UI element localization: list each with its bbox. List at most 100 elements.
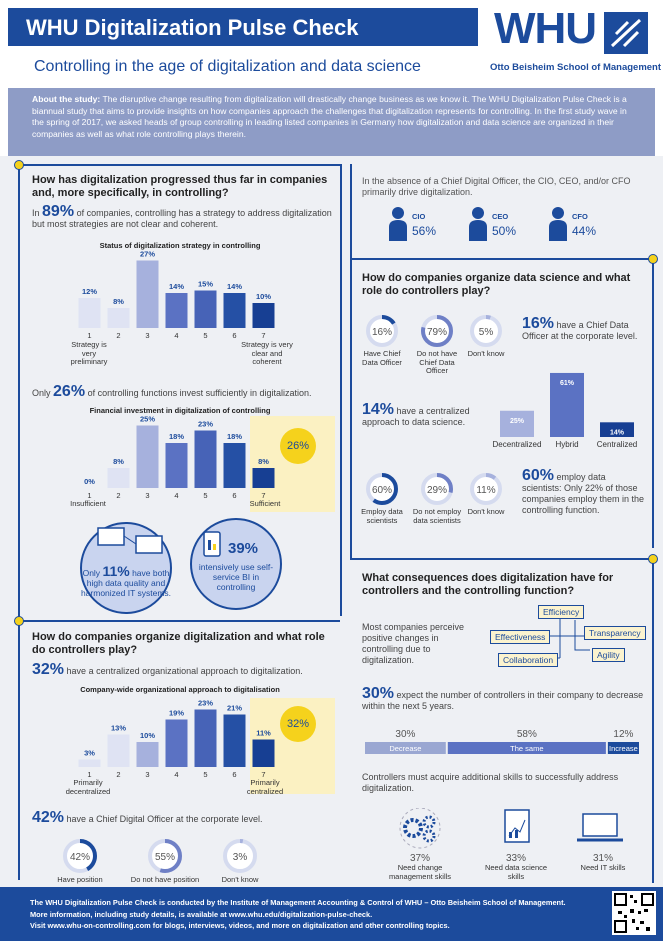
category-label: 4 — [174, 770, 178, 779]
bar — [108, 735, 130, 768]
bar — [137, 426, 159, 489]
circle-text: Only 11% have both high data quality and… — [80, 566, 172, 598]
skill-text: Need data science skills — [478, 864, 554, 881]
stat-prefix: In — [32, 208, 40, 218]
donuts: 60%29%11% — [362, 472, 512, 506]
bar — [224, 293, 246, 328]
bar — [137, 742, 159, 767]
chart-title: Company-wide organizational approach to … — [80, 685, 280, 694]
stat-value: 14% — [362, 401, 394, 418]
about-label: About the study: — [32, 94, 100, 104]
infographic: WHU Digitalization Pulse Check Controlli… — [0, 0, 663, 941]
person-head — [552, 207, 564, 219]
axis-note: Insufficient — [62, 500, 114, 509]
about-text: The disruptive change resulting from dig… — [32, 94, 627, 139]
title: WHU Digitalization Pulse Check — [26, 15, 359, 41]
category-label: 3 — [145, 331, 149, 340]
logo-icon — [604, 12, 648, 54]
value-label: 11% — [256, 729, 271, 738]
stat-value: 32% — [32, 661, 64, 678]
bar — [166, 443, 188, 488]
heading: How do companies organize digitalization… — [32, 631, 332, 657]
stat: 42% have a Chief Digital Officer at the … — [32, 812, 337, 825]
person-body — [469, 220, 487, 241]
tablet-icon — [202, 530, 224, 560]
value-label: 27% — [140, 250, 155, 259]
segment-label: 58% — [517, 729, 537, 740]
heading: How do companies organize data science a… — [362, 272, 644, 298]
category-label: 5 — [203, 491, 207, 500]
value-label: 10% — [140, 731, 155, 740]
category-label: 2 — [116, 491, 120, 500]
value-label: 8% — [113, 457, 124, 466]
donuts: 16%79%5% — [362, 314, 512, 348]
person-body — [549, 220, 567, 241]
tag: Transparency — [584, 626, 646, 640]
chart-title: Status of digitalization strategy in con… — [100, 241, 261, 250]
value-label: 15% — [198, 280, 213, 289]
category-label: 2 — [116, 770, 120, 779]
category-label: Centralized — [597, 440, 637, 449]
stat-value: 39% — [228, 540, 258, 557]
category-label: 4 — [174, 331, 178, 340]
category-label: 3 — [145, 491, 149, 500]
footer-line: More information, including study detail… — [30, 909, 600, 921]
value-label: 19% — [169, 709, 184, 718]
stat-text: expect the number of controllers in thei… — [362, 690, 643, 711]
bar-chart: Status of digitalization strategy in con… — [70, 240, 290, 340]
school: Otto Beisheim School of Management — [490, 62, 661, 73]
tag: Collaboration — [498, 653, 558, 667]
donut-caption: Do not have Chief Data Officer — [410, 350, 464, 376]
category-label: 3 — [145, 770, 149, 779]
segment-label: 30% — [395, 729, 415, 740]
donut-caption: Don't know — [200, 876, 280, 885]
footer-line: Visit www.whu-on-controlling.com for blo… — [30, 920, 600, 932]
donut-caption: Do not have position — [125, 876, 205, 885]
value-label: 8% — [113, 297, 124, 306]
text: Most companies perceive positive changes… — [362, 622, 477, 666]
category-label: 1 — [87, 331, 91, 340]
footer-text: The WHU Digitalization Pulse Check is co… — [30, 897, 600, 932]
stat: In 89% of companies, controlling has a s… — [32, 206, 332, 230]
value-label: 3% — [84, 749, 95, 758]
value-label: 25% — [510, 418, 525, 425]
donut-caption: Have Chief Data Officer — [355, 350, 409, 367]
value-label: 0% — [84, 477, 95, 486]
value-label: 18% — [227, 432, 242, 441]
bar — [79, 760, 101, 768]
stat: 30% expect the number of controllers in … — [362, 688, 647, 712]
person-body — [389, 220, 407, 241]
stat-value: 42% — [32, 809, 64, 826]
category-label: Decentralized — [493, 440, 542, 449]
qr-code — [612, 891, 656, 935]
bar — [195, 431, 217, 489]
role: CIO — [412, 212, 426, 221]
category-label: 7 — [261, 331, 265, 340]
role-value: 44% — [572, 224, 596, 238]
stat: Only 26% of controlling functions invest… — [32, 386, 337, 399]
skill-text: Need change management skills — [380, 864, 460, 881]
segment-name: The same — [510, 744, 543, 753]
category-label: Hybrid — [555, 440, 578, 449]
donut-label: 3% — [233, 852, 248, 863]
role-value: 50% — [492, 224, 516, 238]
donut-caption: Have position — [40, 876, 120, 885]
value-label: 13% — [111, 724, 126, 733]
bar — [195, 291, 217, 329]
bar — [79, 298, 101, 328]
skill: 33%Need data science skills — [478, 853, 554, 881]
stat: 32% have a centralized organizational ap… — [32, 664, 337, 677]
text: In the absence of a Chief Digital Office… — [362, 176, 642, 198]
bar — [137, 261, 159, 329]
stat-text: of controlling functions invest sufficie… — [88, 388, 312, 398]
donut-label: 79% — [427, 327, 447, 338]
stat-value: 26% — [53, 383, 85, 400]
skill-text: Need IT skills — [570, 864, 636, 873]
person-head — [472, 207, 484, 219]
role-value: 56% — [412, 224, 436, 238]
bar — [108, 308, 130, 328]
segment-label: 12% — [613, 729, 633, 740]
stat-text: have a centralized organizational approa… — [67, 666, 303, 676]
skill: 37%Need change management skills — [380, 853, 460, 881]
